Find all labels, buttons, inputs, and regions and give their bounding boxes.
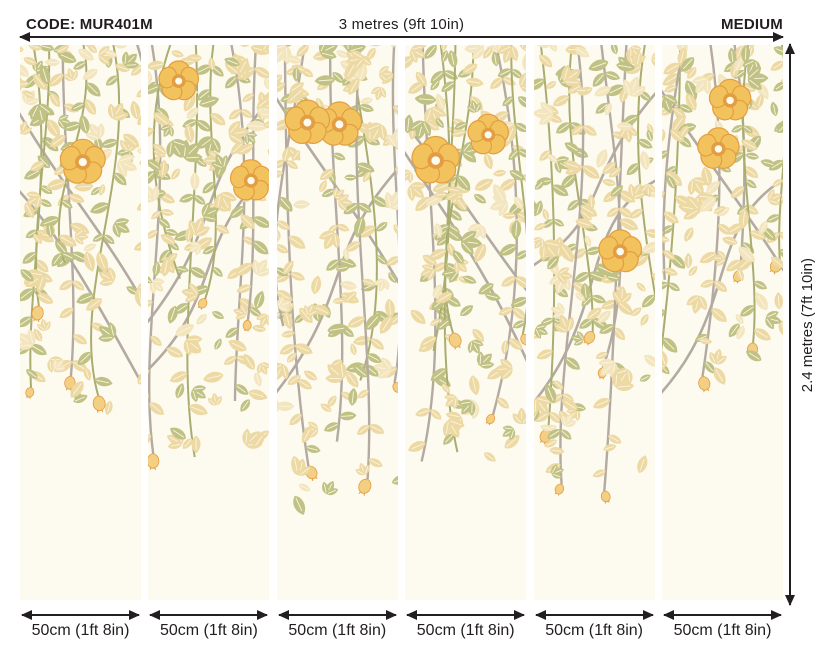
mural-panel-3 bbox=[276, 45, 398, 600]
bud-motif bbox=[358, 478, 372, 496]
bud-motif bbox=[31, 305, 44, 323]
bud-motif bbox=[539, 429, 552, 445]
total-width-label: 3 metres (9ft 10in) bbox=[338, 16, 465, 33]
product-code-label: CODE: MUR401M bbox=[26, 16, 153, 33]
flower-motif bbox=[411, 135, 461, 184]
bud-motif bbox=[485, 414, 496, 426]
bud-motif bbox=[449, 332, 462, 350]
panel-width-label-5: 50cm (1ft 8in) bbox=[545, 622, 643, 639]
bud-motif bbox=[198, 298, 208, 310]
bud-motif bbox=[392, 382, 398, 394]
panel-foliage-artwork bbox=[405, 45, 527, 600]
panel-width-dimension-arrow-5 bbox=[534, 610, 654, 620]
bud-motif bbox=[554, 483, 564, 496]
total-height-dimension-arrow bbox=[785, 43, 795, 606]
panel-width-dimension-arrow-3 bbox=[277, 610, 397, 620]
flower-motif bbox=[316, 101, 362, 146]
panel-width-label-3: 50cm (1ft 8in) bbox=[288, 622, 387, 639]
total-height-label-text: 2.4 metres (7ft 10in) bbox=[798, 257, 816, 393]
bud-motif bbox=[243, 319, 252, 332]
total-width-dimension-arrow bbox=[19, 32, 784, 42]
flower-motif bbox=[284, 99, 330, 145]
bud-motif bbox=[92, 395, 106, 413]
mural-panel-1 bbox=[20, 45, 141, 600]
bud-motif bbox=[582, 331, 595, 346]
flower-motif bbox=[708, 78, 752, 121]
panel-width-label-2: 50cm (1ft 8in) bbox=[159, 622, 258, 639]
panel-width-dimension-arrow-2 bbox=[149, 610, 269, 620]
panel-width-label-6: 50cm (1ft 8in) bbox=[673, 622, 772, 639]
panel-foliage-artwork bbox=[20, 45, 141, 600]
flower-motif bbox=[697, 127, 740, 169]
panel-width-label-4: 50cm (1ft 8in) bbox=[416, 622, 515, 639]
bud-motif bbox=[600, 490, 611, 504]
bud-motif bbox=[520, 333, 527, 347]
size-badge: MEDIUM bbox=[720, 16, 783, 33]
flower-motif bbox=[467, 113, 510, 155]
panel-foliage-artwork bbox=[533, 45, 655, 600]
flower-motif bbox=[59, 138, 106, 184]
panel-width-dimension-arrow-6 bbox=[663, 610, 782, 620]
panel-foliage-artwork bbox=[662, 45, 783, 600]
panel-width-dimension-arrow-1 bbox=[21, 610, 140, 620]
mural-panel-4 bbox=[405, 45, 527, 600]
panel-foliage-artwork bbox=[276, 45, 398, 600]
flower-motif bbox=[158, 60, 200, 101]
mural-panel-6 bbox=[662, 45, 783, 600]
bud-motif bbox=[148, 453, 160, 471]
total-height-label: 2.4 metres (7ft 10in) bbox=[794, 45, 820, 605]
flower-motif bbox=[230, 159, 270, 201]
mural-panel-5 bbox=[533, 45, 655, 600]
bud-motif bbox=[25, 386, 35, 399]
panel-width-dimension-arrow-4 bbox=[406, 610, 526, 620]
panel-width-label-1: 50cm (1ft 8in) bbox=[31, 622, 130, 639]
panel-foliage-artwork bbox=[148, 45, 270, 600]
flower-motif bbox=[597, 229, 642, 273]
mural-panel-2 bbox=[148, 45, 270, 600]
bud-motif bbox=[698, 376, 711, 393]
